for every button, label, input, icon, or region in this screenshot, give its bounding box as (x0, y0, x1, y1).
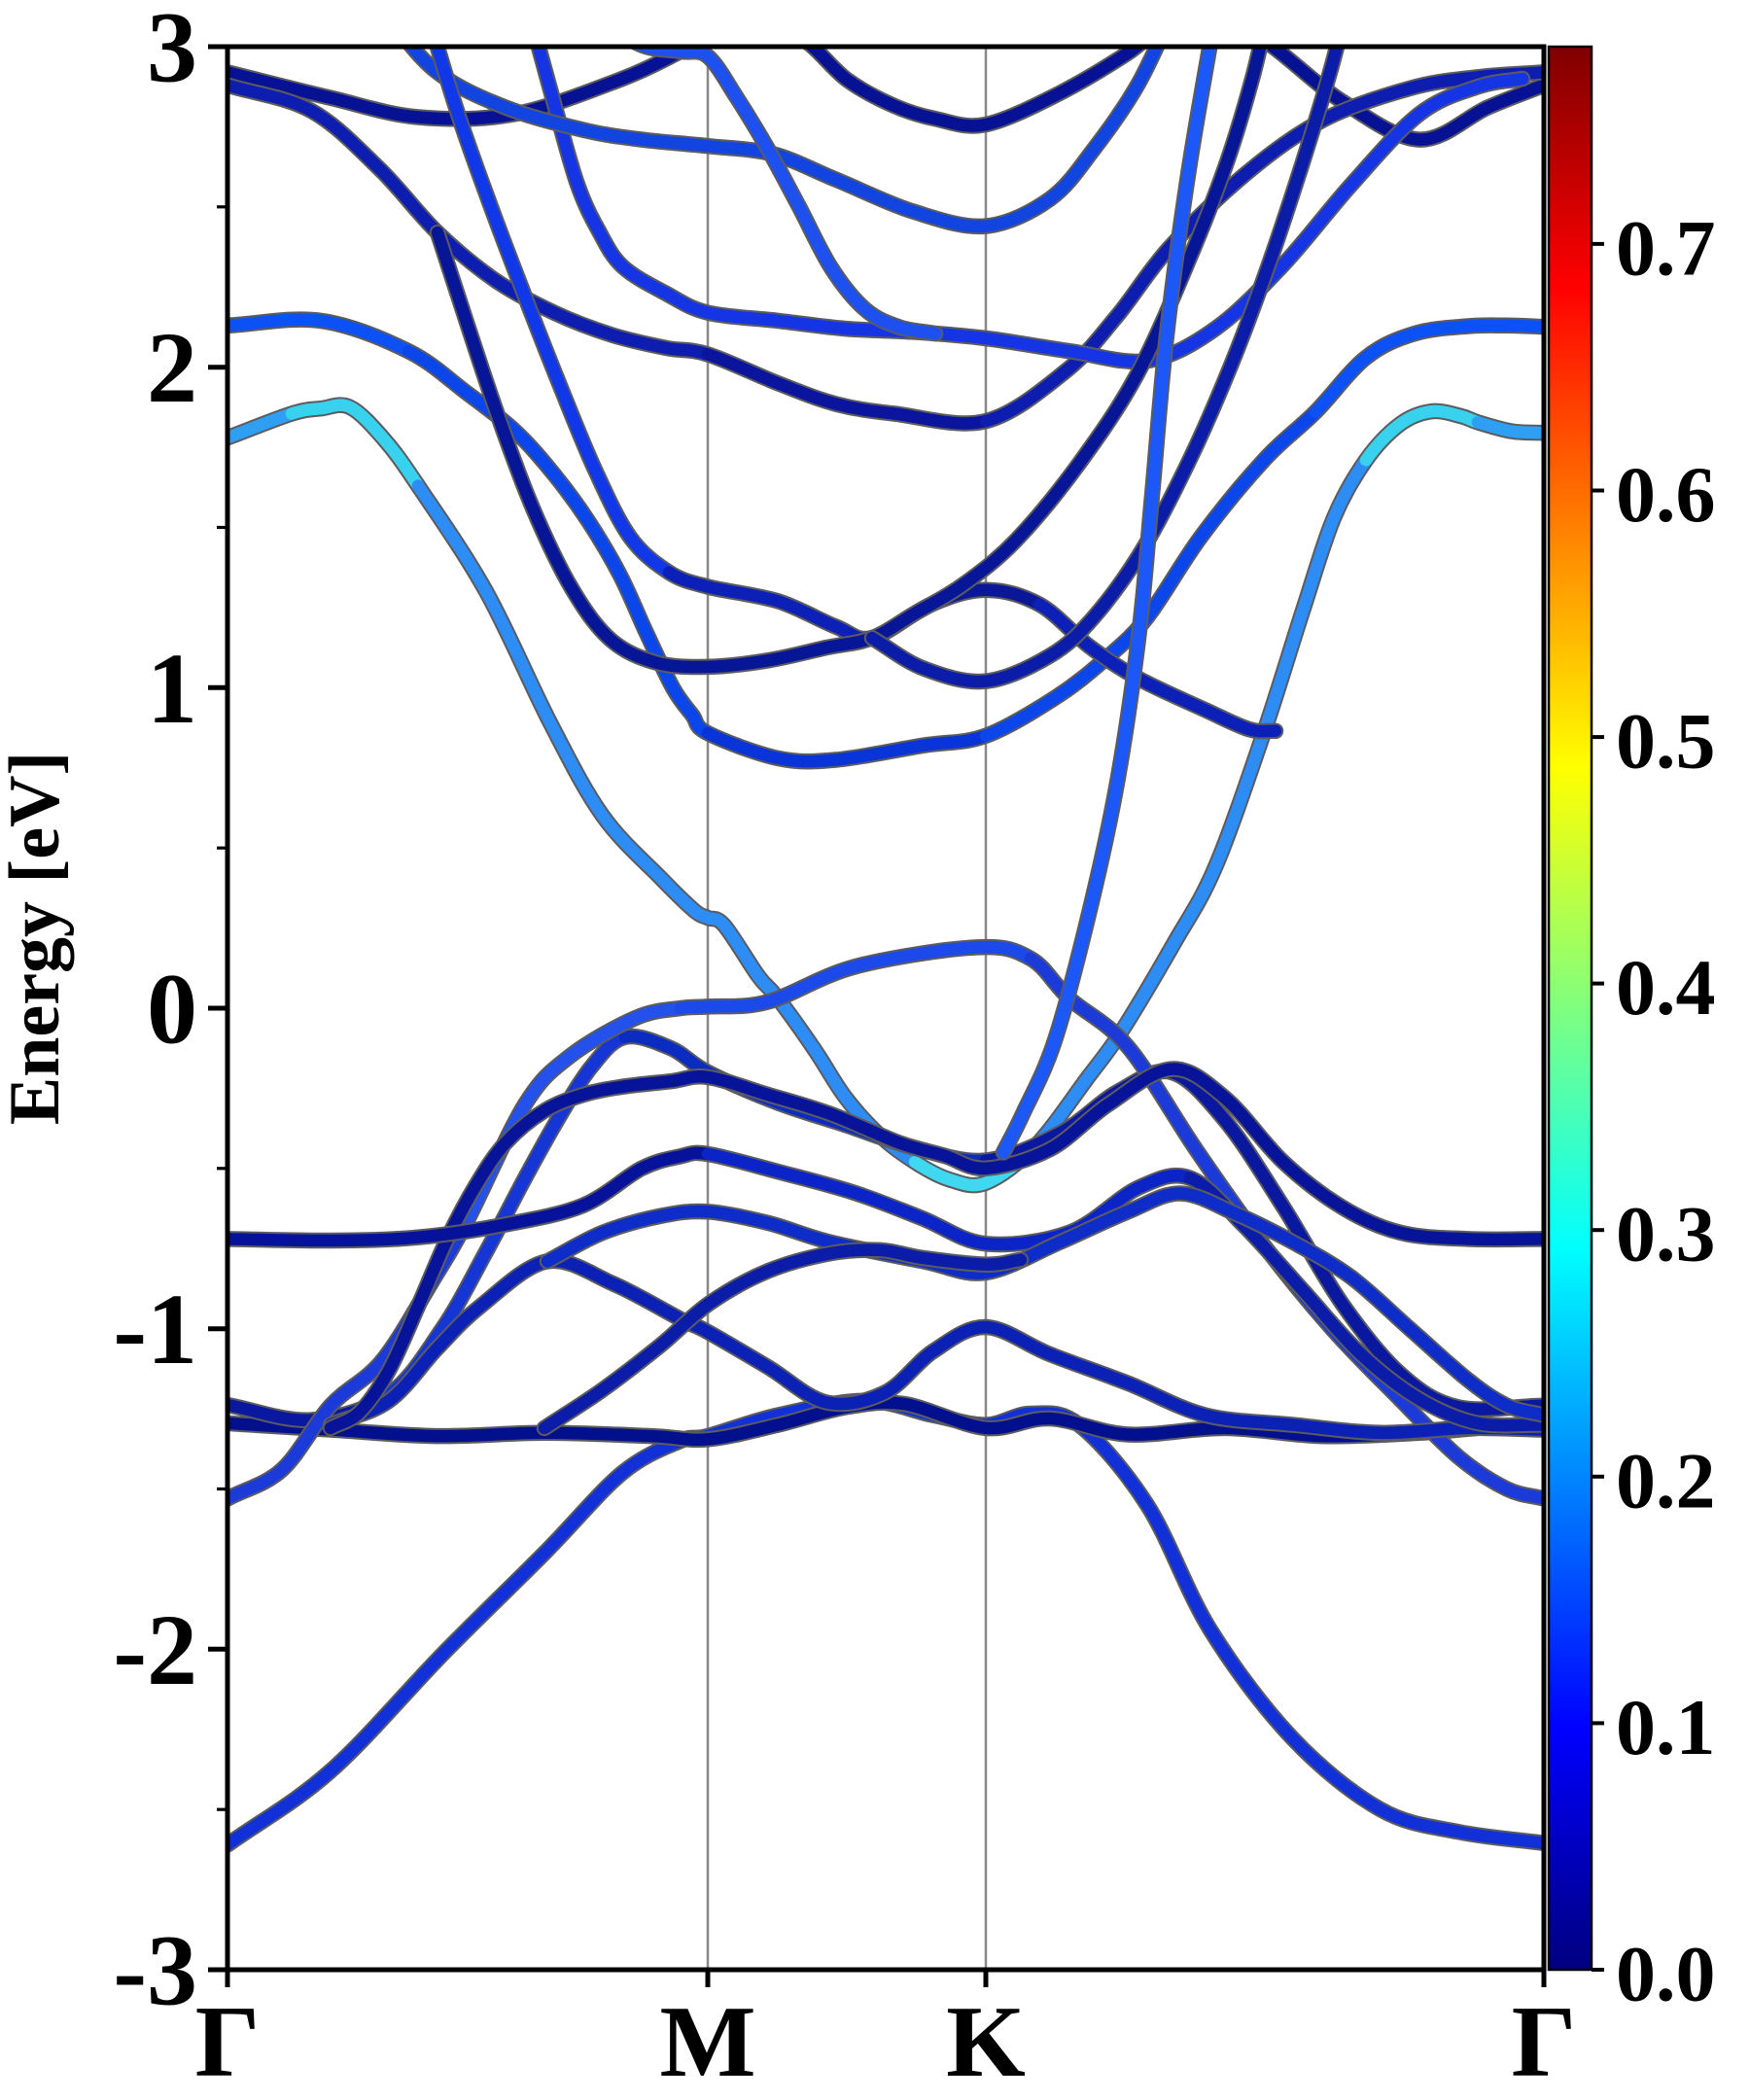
svg-text:Γ: Γ (1512, 1984, 1577, 2098)
svg-text:0: 0 (147, 954, 197, 1066)
svg-text:M: M (659, 1984, 755, 2098)
svg-text:0.2: 0.2 (1616, 1436, 1716, 1524)
svg-text:0.5: 0.5 (1616, 697, 1716, 786)
svg-text:-2: -2 (113, 1594, 197, 1706)
svg-text:3: 3 (147, 0, 197, 104)
svg-text:0.1: 0.1 (1616, 1683, 1716, 1771)
svg-text:Γ: Γ (195, 1984, 261, 2098)
svg-text:1: 1 (147, 633, 197, 745)
svg-text:-3: -3 (113, 1915, 197, 2027)
svg-text:Energy [eV]: Energy [eV] (0, 752, 75, 1125)
svg-text:0.7: 0.7 (1616, 203, 1716, 292)
svg-text:0.0: 0.0 (1616, 1930, 1716, 2018)
svg-text:-1: -1 (113, 1274, 197, 1385)
svg-text:K: K (946, 1984, 1026, 2098)
svg-text:0.3: 0.3 (1616, 1190, 1716, 1278)
svg-text:0.4: 0.4 (1616, 943, 1716, 1032)
svg-text:0.6: 0.6 (1616, 450, 1716, 539)
svg-text:2: 2 (147, 312, 197, 424)
